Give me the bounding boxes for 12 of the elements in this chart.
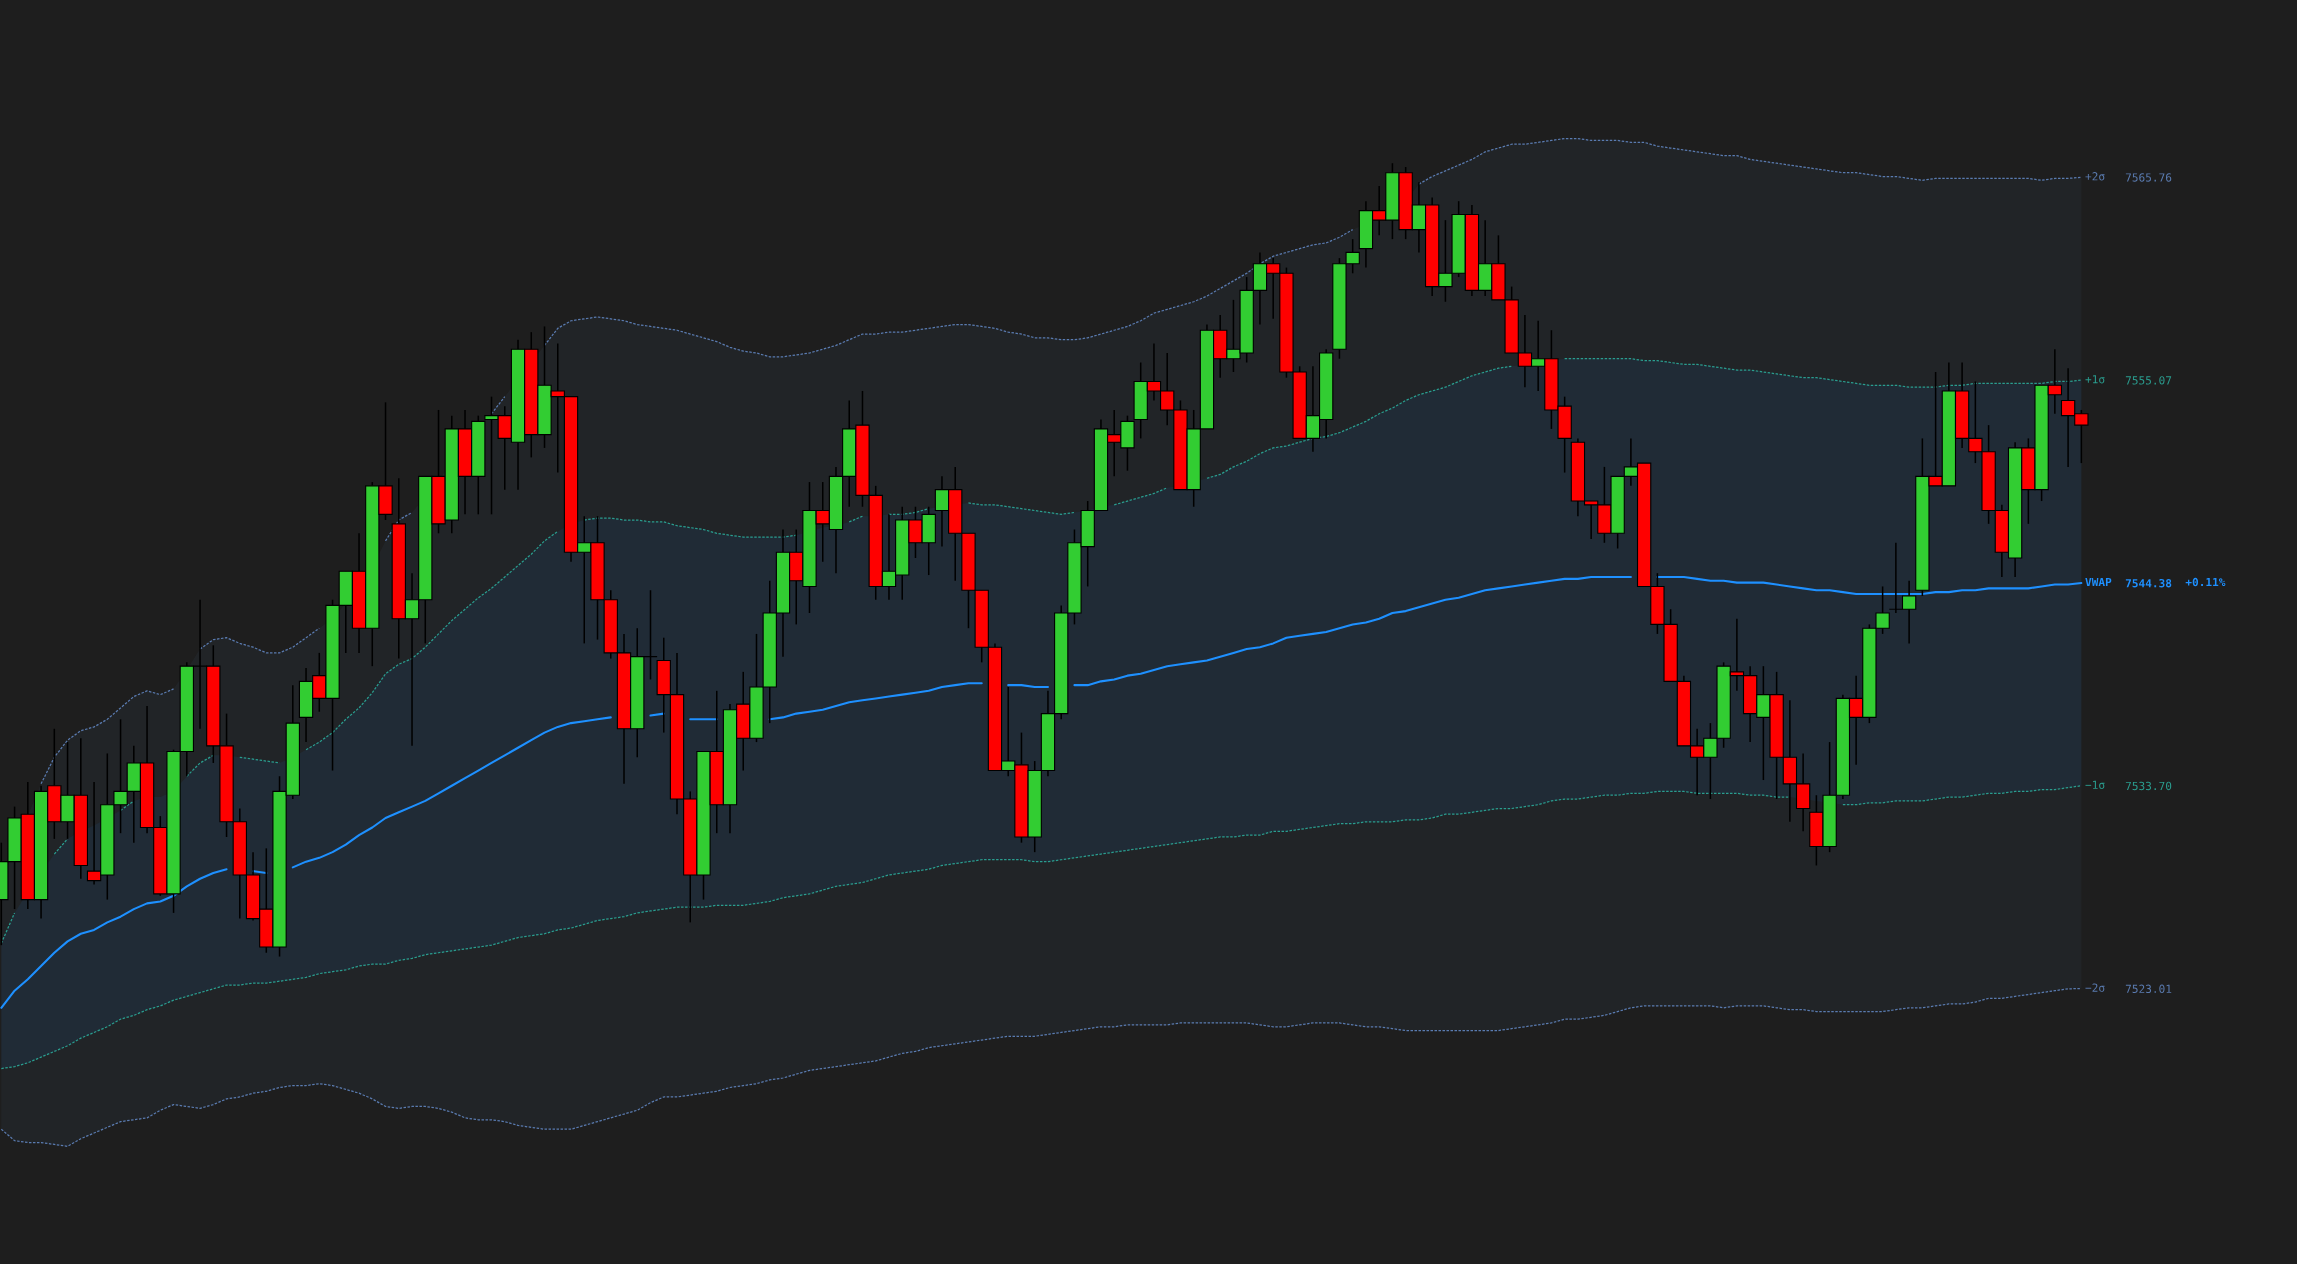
line-series — [0, 987, 2082, 1147]
text: +0.11% — [2185, 577, 2226, 587]
series-label: −2σ — [2085, 983, 2105, 992]
y-tick-label: 7544.38 — [2125, 579, 2172, 588]
series-label: +1σ — [2085, 375, 2105, 384]
series-label: VWAP — [2085, 578, 2112, 587]
y-tick-label: 7565.76 — [2125, 173, 2172, 182]
y-tick-label: 7523.01 — [2125, 984, 2172, 994]
series-label: −1σ — [2085, 780, 2105, 789]
y-tick-label: 7555.07 — [2125, 376, 2172, 385]
series-label: +2σ — [2085, 172, 2105, 181]
y-tick-label: 7533.70 — [2125, 781, 2172, 791]
